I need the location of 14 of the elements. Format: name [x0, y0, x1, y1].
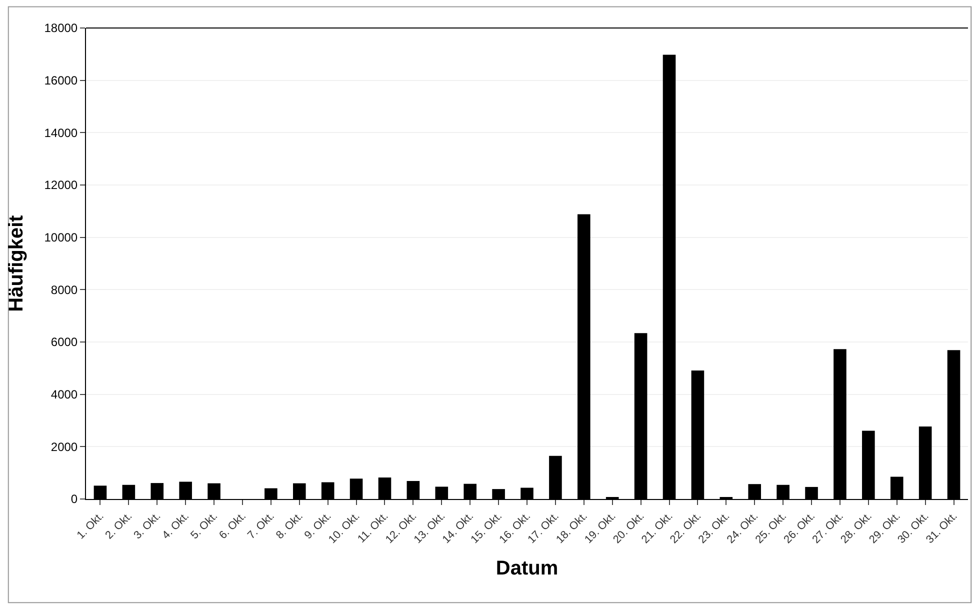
y-tick-label: 18000: [44, 21, 78, 36]
y-tick-label: 12000: [44, 178, 78, 192]
y-tick-label: 14000: [44, 126, 78, 140]
y-tick-label: 4000: [50, 388, 78, 402]
y-tick-label: 0: [70, 492, 78, 506]
y-tick-label: 16000: [44, 74, 78, 88]
x-tick-label: 7. Okt.: [246, 510, 277, 542]
y-tick-label: 2000: [50, 440, 78, 454]
x-axis-title: Datum: [496, 557, 558, 580]
y-tick-label: 8000: [50, 282, 78, 297]
y-tick-label: 10000: [44, 230, 78, 245]
x-tick-label: 8. Okt.: [274, 510, 306, 542]
y-tick-label: 6000: [50, 335, 78, 350]
y-axis-title: Häufigkeit: [6, 214, 28, 312]
